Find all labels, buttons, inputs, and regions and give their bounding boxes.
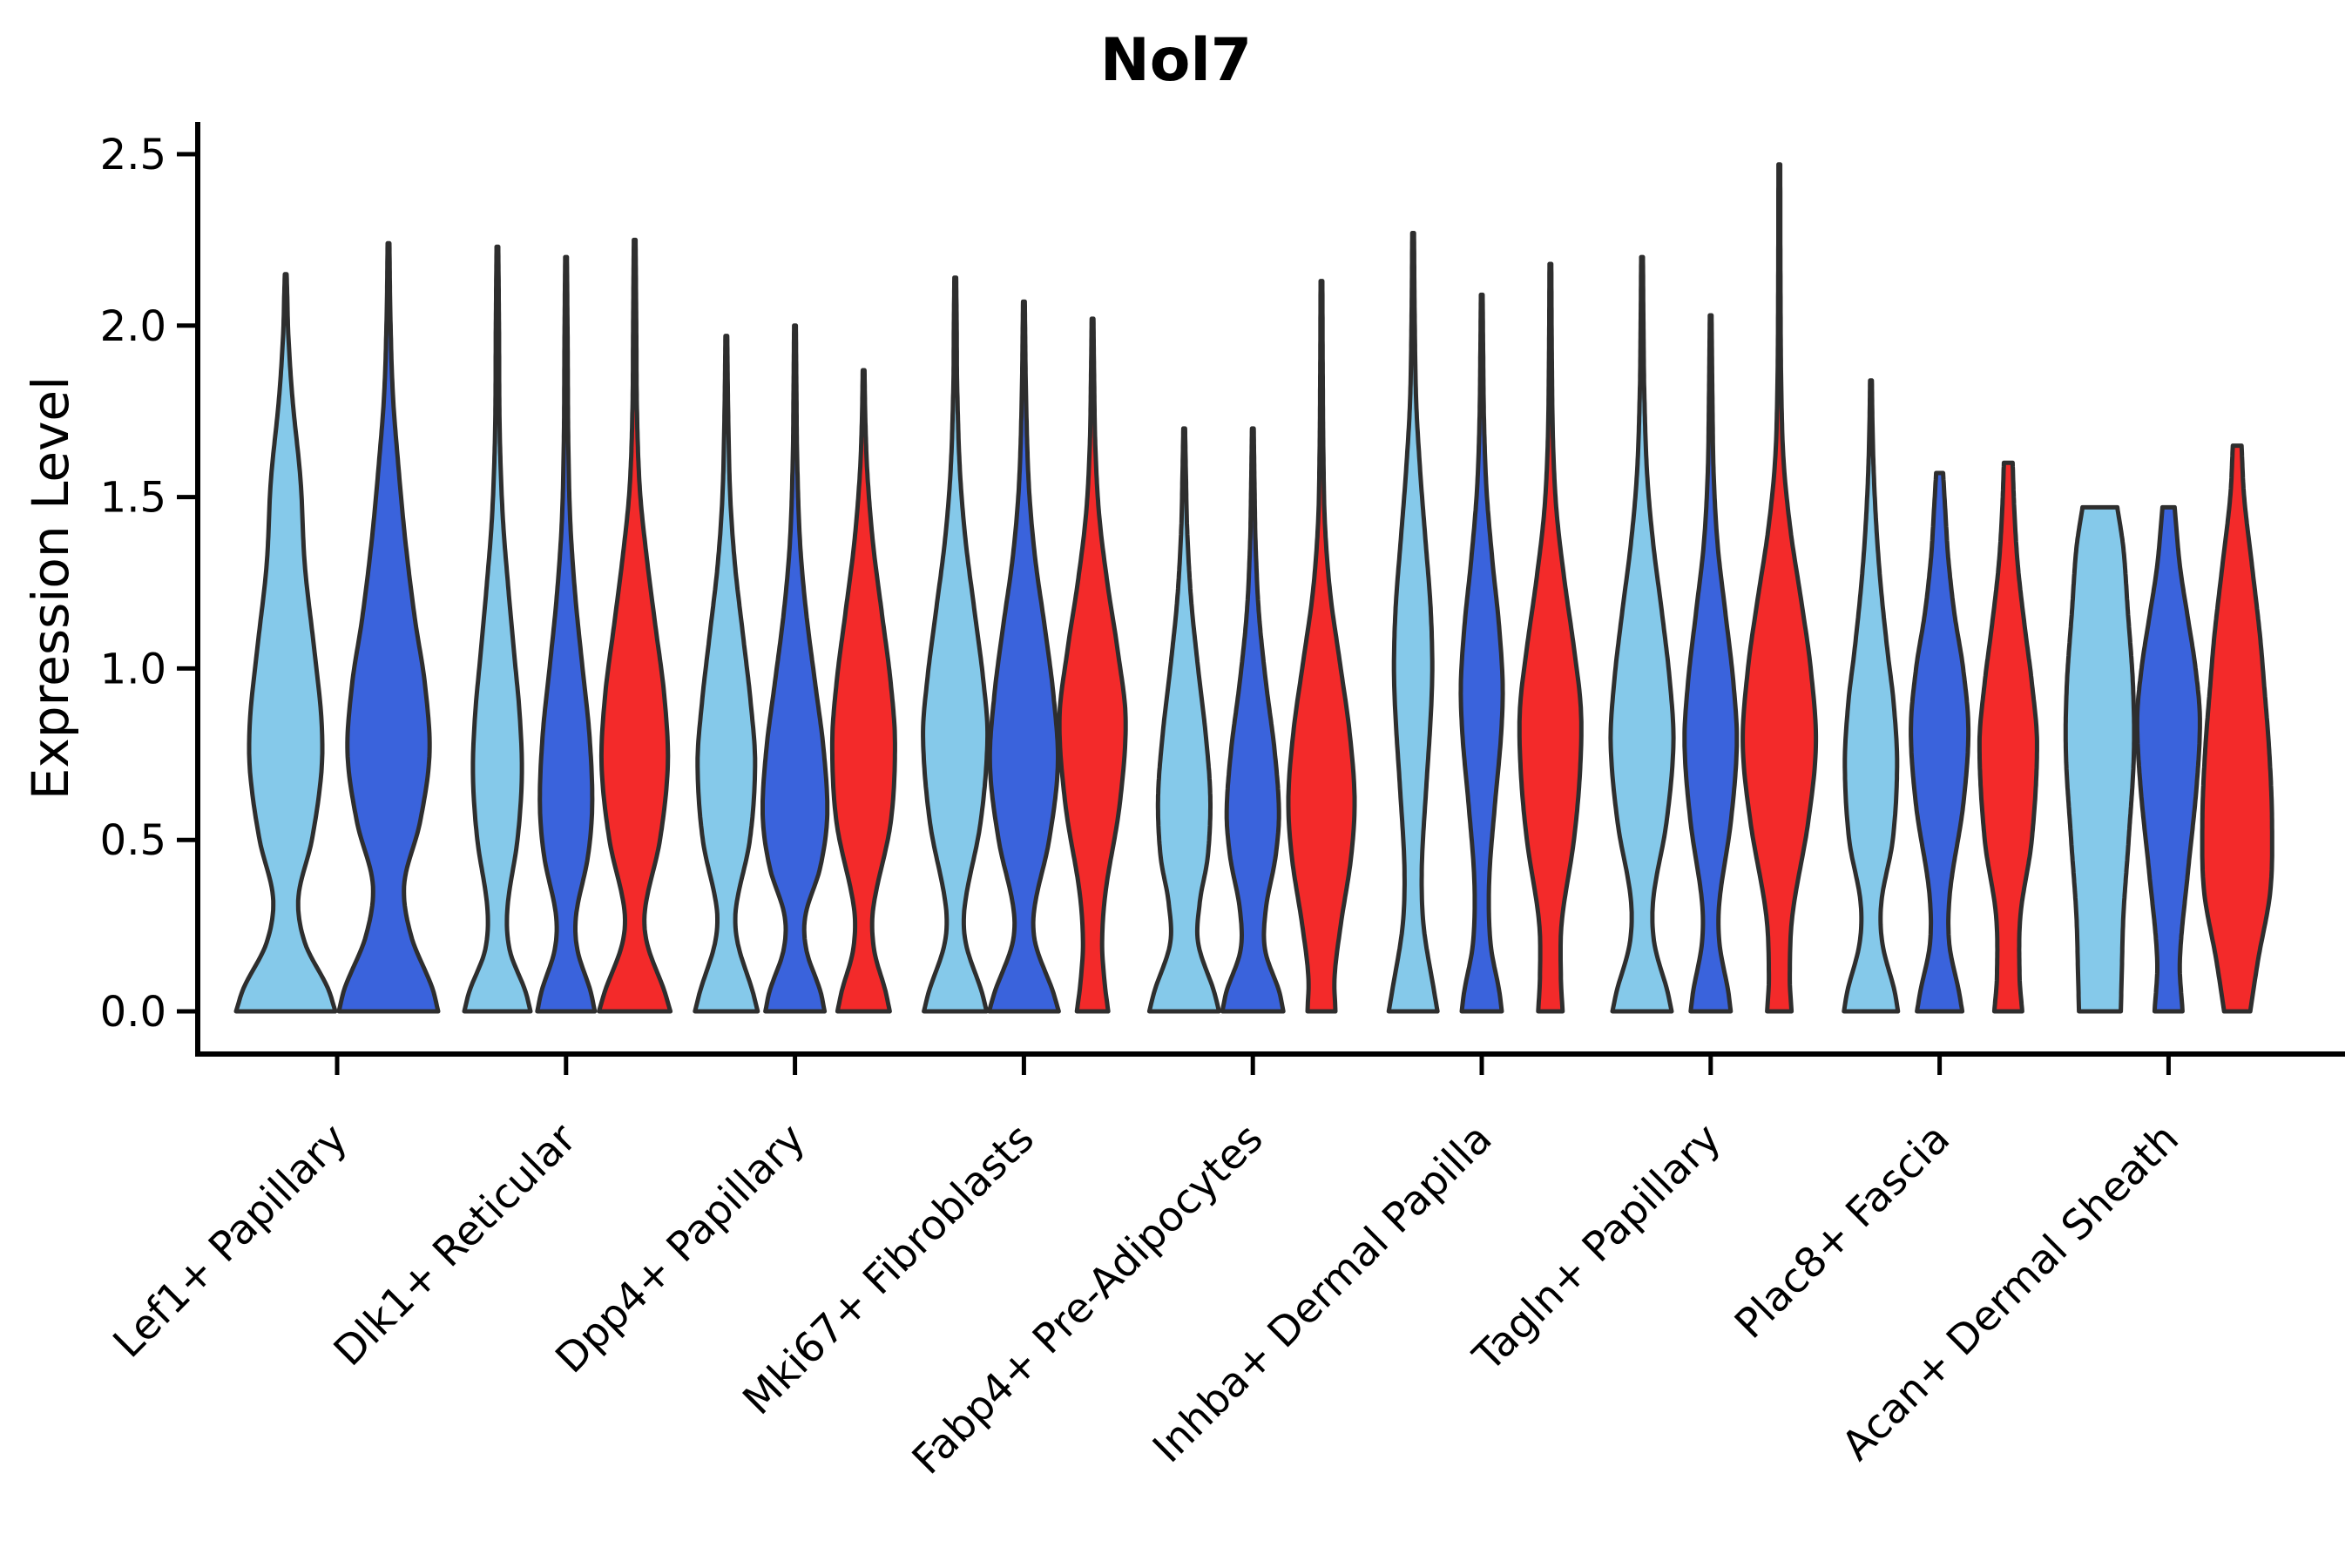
y-tick-label: 0.5 <box>100 816 166 865</box>
violin-lef1-papillary-split2 <box>336 240 441 1014</box>
violin-acan-dermal-sheath-split1 <box>2063 504 2137 1014</box>
violin-dlk1-reticular-split3 <box>597 237 673 1014</box>
x-tick-label-dpp4-papillary: Dpp4+ Papillary <box>546 1115 814 1383</box>
violin-dpp4-papillary-split3 <box>829 368 897 1014</box>
y-tick-label: 2.5 <box>100 131 166 179</box>
violin-mki67-fibroblasts-split1 <box>921 275 990 1014</box>
violin-mki67-fibroblasts-split2 <box>986 299 1061 1014</box>
violin-tagln-papillary-split3 <box>1740 162 1819 1014</box>
violins-layer <box>233 162 2274 1014</box>
violin-lef1-papillary-split1 <box>233 272 338 1014</box>
violin-fabp4-pre-adipocytes-split2 <box>1220 426 1286 1014</box>
violin-dpp4-papillary-split1 <box>693 334 760 1014</box>
violin-fabp4-pre-adipocytes-split3 <box>1286 279 1357 1014</box>
violin-tagln-papillary-split1 <box>1608 254 1676 1014</box>
x-tick-label-plac8-fascia: Plac8+ Fascia <box>1726 1115 1959 1348</box>
x-tick-label-dlk1-reticular: Dlk1+ Reticular <box>325 1114 586 1375</box>
violin-fabp4-pre-adipocytes-split1 <box>1146 426 1221 1014</box>
violin-tagln-papillary-split2 <box>1682 313 1740 1014</box>
violin-dpp4-papillary-split2 <box>760 323 830 1014</box>
violin-acan-dermal-sheath-split3 <box>2200 443 2274 1014</box>
y-tick-label: 2.0 <box>100 302 166 351</box>
violin-inhba-dermal-papilla-split1 <box>1386 231 1440 1014</box>
x-tick-label-lef1-papillary: Lef1+ Papillary <box>105 1115 357 1368</box>
violin-dlk1-reticular-split2 <box>535 254 598 1014</box>
y-axis-label: Expression Level <box>21 376 80 800</box>
violin-mki67-fibroblasts-split3 <box>1057 316 1128 1014</box>
violin-inhba-dermal-papilla-split2 <box>1458 292 1505 1014</box>
violin-plac8-fascia-split2 <box>1909 470 1971 1014</box>
violin-dlk1-reticular-split1 <box>462 244 533 1014</box>
y-tick-label: 1.0 <box>100 645 166 693</box>
chart-title: Nol7 <box>1100 26 1252 95</box>
violin-plac8-fascia-split1 <box>1842 378 1901 1014</box>
y-tick-label: 0.0 <box>100 988 166 1037</box>
violin-inhba-dermal-papilla-split3 <box>1517 261 1584 1014</box>
violin-acan-dermal-sheath-split2 <box>2134 504 2202 1014</box>
y-tick-label: 1.5 <box>100 474 166 523</box>
x-tick-label-tagln-papillary: Tagln+ Papillary <box>1463 1115 1730 1382</box>
violin-plac8-fascia-split3 <box>1977 460 2039 1014</box>
